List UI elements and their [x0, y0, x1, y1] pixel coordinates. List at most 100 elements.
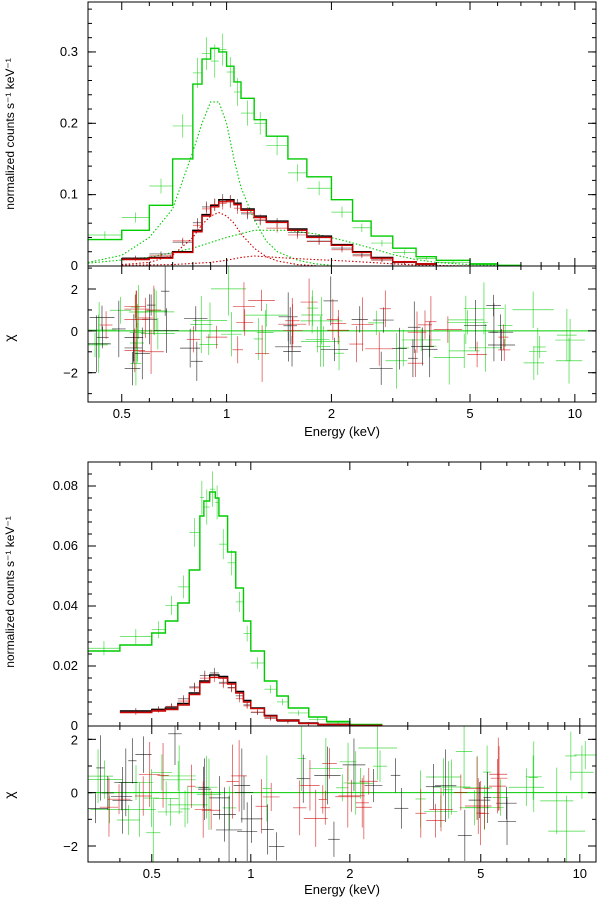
spectrum-frame — [87, 1, 597, 267]
residual-point-black — [216, 795, 243, 862]
residual-point-green — [358, 726, 397, 780]
spectrum-ytick-label: 0.04 — [53, 598, 78, 613]
spectrum-datapoint-green — [192, 57, 203, 89]
residual-point-green — [368, 310, 385, 336]
residual-point-red — [303, 789, 328, 847]
residual-point-red — [417, 310, 433, 340]
residual-point-red — [99, 311, 113, 339]
residual-point-red — [330, 309, 347, 337]
residual-point-black — [497, 798, 517, 845]
residual-point-red — [292, 780, 307, 836]
residual-point-green — [548, 795, 586, 862]
residual-point-green — [426, 758, 462, 796]
spectrum-datapoint-red — [210, 198, 219, 211]
residual-point-green — [433, 330, 465, 385]
residual-point-black — [425, 764, 441, 810]
residual-point-red — [425, 296, 437, 348]
residual-point-black — [124, 351, 141, 386]
residual-point-red — [429, 788, 453, 832]
residual-point-black — [488, 328, 516, 362]
residual-point-red — [99, 777, 119, 837]
residual-point-black — [212, 787, 236, 842]
residual-point-black — [124, 332, 143, 363]
residual-point-green — [190, 296, 213, 353]
residual-point-red — [206, 325, 228, 349]
residual-point-black — [323, 276, 339, 326]
residual-point-red — [355, 775, 372, 840]
spectrum-datapoint-red — [177, 697, 190, 705]
residual-point-black — [240, 794, 263, 843]
spectrum-datapoint-red — [235, 695, 244, 703]
spectrum-datapoint-red — [218, 197, 227, 210]
residual-point-black — [168, 726, 182, 766]
residual-point-black — [96, 326, 109, 349]
residual-point-green — [162, 745, 196, 815]
spectrum-datapoint-red — [192, 220, 203, 230]
residual-point-green — [129, 322, 145, 364]
spectrum-datapoint-red — [172, 237, 193, 245]
residual-point-green — [88, 749, 114, 803]
residual-point-black — [134, 327, 150, 380]
residual-point-green — [222, 786, 237, 830]
residual-point-black — [320, 337, 349, 362]
residual-point-black — [328, 821, 340, 857]
residual-point-red — [202, 790, 221, 830]
residual-point-red — [107, 784, 131, 815]
residual-point-green — [448, 295, 484, 344]
residual-point-green — [316, 326, 331, 367]
residual-point-green — [385, 332, 408, 389]
spectrum-datapoint-red — [218, 678, 228, 689]
spectrum-datapoint-green — [392, 249, 417, 255]
spectrum-ytick-label: 0.02 — [53, 658, 78, 673]
residual-point-black — [394, 787, 409, 829]
residual-point-green — [199, 334, 219, 356]
residual-point-red — [359, 767, 378, 795]
residual-point-black — [268, 832, 285, 861]
panel1-residual-ylabel: χ — [1, 334, 17, 342]
residual-point-black — [112, 767, 133, 834]
spectrum-model-red-4 — [121, 200, 437, 266]
spectrum-datapoint-green — [235, 591, 244, 612]
residual-point-red — [186, 326, 201, 353]
residual-point-green — [482, 745, 492, 799]
residual-point-green — [88, 301, 117, 358]
spectrum-datapoint-green — [254, 112, 267, 135]
residual-frame — [87, 725, 597, 863]
spectrum-datapoint-green — [227, 550, 236, 576]
residual-point-red — [498, 324, 509, 350]
spectrum-series-group — [88, 471, 383, 726]
residual-point-black — [160, 266, 170, 316]
residual-point-green — [305, 326, 330, 353]
residual-point-green — [129, 304, 146, 362]
xtick-label: 2 — [346, 866, 353, 881]
residual-point-red — [157, 742, 169, 808]
residual-point-red — [255, 779, 268, 834]
residual-point-red — [407, 311, 427, 353]
residual-point-green — [297, 726, 306, 791]
residual-point-red — [137, 297, 153, 339]
residual-point-red — [232, 336, 244, 364]
residual-point-red — [138, 329, 164, 374]
residual-point-green — [309, 737, 343, 800]
spectrum-datapoint-red — [149, 253, 173, 259]
residual-point-red — [498, 338, 511, 361]
residual-point-green — [301, 316, 340, 367]
spectrum-ytick-label: 0 — [71, 718, 78, 733]
spectrum-ytick-label: 0.1 — [60, 187, 78, 202]
residual-point-black — [407, 301, 421, 354]
residual-point-green — [523, 345, 545, 380]
residual-point-black — [96, 735, 105, 801]
residual-point-red — [226, 744, 239, 819]
residual-point-red — [454, 774, 468, 811]
spectrum-datapoint-green — [202, 37, 211, 71]
panel2-residual-ylabel: χ — [1, 791, 17, 799]
residual-point-green — [140, 317, 175, 350]
spectrum-datapoint-red — [306, 238, 332, 245]
residual-point-black — [342, 738, 366, 792]
residual-ytick-label: 0 — [71, 786, 78, 801]
residual-point-red — [415, 788, 427, 838]
residual-point-green — [557, 308, 577, 362]
panel2-spectrum-ylabel: normalized counts s⁻¹ keV⁻¹ — [3, 516, 17, 667]
spectrum-datapoint-green — [189, 518, 200, 547]
residual-point-black — [457, 809, 472, 861]
